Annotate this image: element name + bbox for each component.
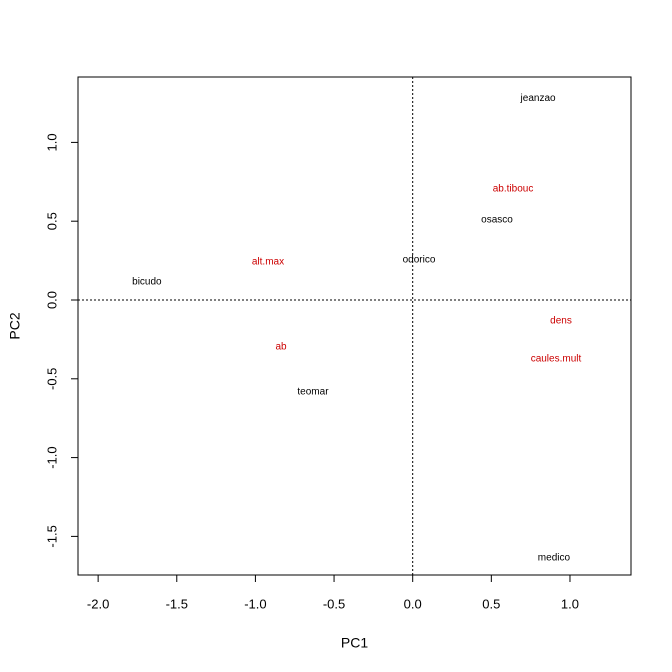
point-label: medico [538,553,571,564]
y-tick-label: -1.5 [44,525,59,547]
x-tick-label: -2.0 [87,596,109,611]
y-tick-label: 1.0 [44,133,59,151]
point-label: dens [550,316,572,327]
point-label: odorico [403,255,436,266]
y-tick-label: -0.5 [44,368,59,390]
x-tick-label: -1.0 [244,596,266,611]
x-tick-label: 0.0 [404,596,422,611]
x-tick-label: -1.5 [166,596,188,611]
point-label: osasco [481,215,513,226]
x-axis-label: PC1 [341,635,368,651]
point-label: alt.max [252,257,284,268]
point-label: ab.tibouc [493,184,534,195]
x-tick-label: -0.5 [323,596,345,611]
y-axis-label: PC2 [7,312,23,339]
x-tick-label: 1.0 [561,596,579,611]
x-tick-label: 0.5 [482,596,500,611]
y-tick-label: -1.0 [44,446,59,468]
y-tick-label: 0.5 [44,212,59,230]
point-label: ab [275,342,287,353]
plot-frame [77,76,632,576]
point-label: caules.mult [531,354,582,365]
point-label: jeanzao [520,93,556,104]
point-label: bicudo [132,277,162,288]
y-tick-label: 0.0 [44,291,59,309]
point-label: teomar [297,387,329,398]
